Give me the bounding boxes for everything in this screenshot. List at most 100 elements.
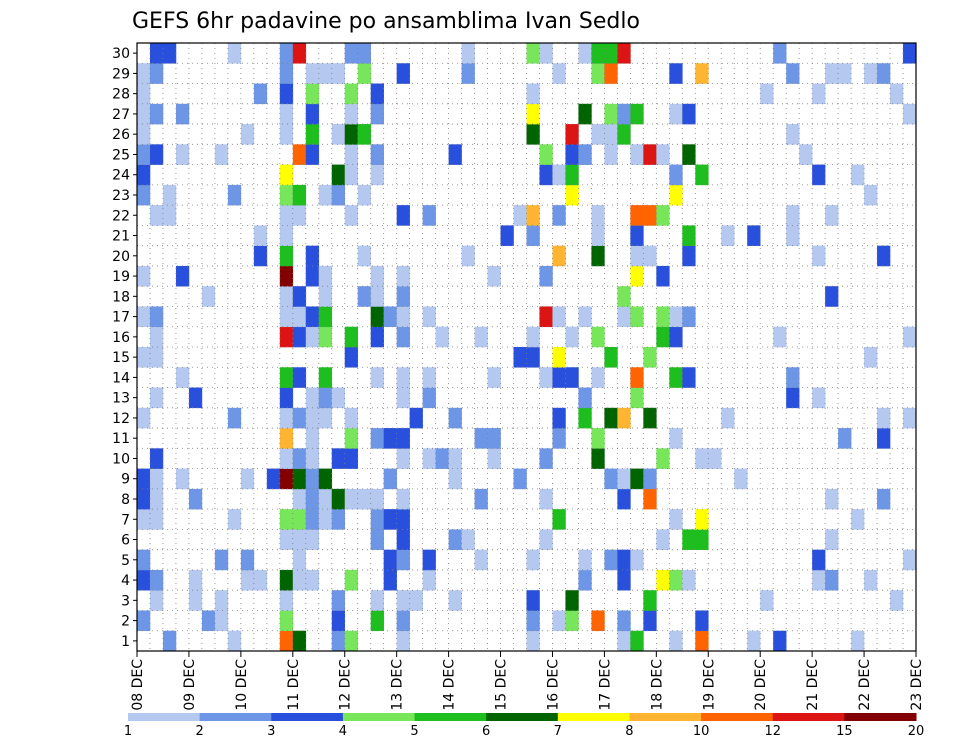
heatmap-cell <box>396 428 410 449</box>
heatmap-cell <box>643 347 657 368</box>
x-tick-label: 12 DEC <box>338 659 354 711</box>
heatmap-cell <box>396 265 410 287</box>
heatmap-cell <box>318 306 333 328</box>
heatmap-cell <box>240 549 255 571</box>
y-tick-label: 18 <box>112 289 130 305</box>
heatmap-cell <box>669 326 683 348</box>
heatmap-cell <box>344 103 359 125</box>
heatmap-cell <box>682 225 696 246</box>
heatmap-cell <box>279 448 294 469</box>
heatmap-cell <box>604 63 618 84</box>
heatmap-cell <box>279 326 294 348</box>
heatmap-cell <box>656 448 670 469</box>
heatmap-cell <box>565 610 579 632</box>
heatmap-cell <box>526 630 540 652</box>
heatmap-cell <box>903 103 917 125</box>
heatmap-cell <box>149 569 164 591</box>
heatmap-cell <box>461 63 475 84</box>
heatmap-cell <box>396 610 410 632</box>
heatmap-cell <box>448 468 462 490</box>
heatmap-cell <box>487 265 501 287</box>
heatmap-cell <box>539 164 553 186</box>
y-tick-label: 20 <box>112 249 130 265</box>
heatmap-cell <box>344 630 359 652</box>
heatmap-cell <box>318 286 333 307</box>
heatmap-cell <box>721 407 735 429</box>
heatmap-cell <box>877 407 891 429</box>
heatmap-cell <box>279 205 294 226</box>
heatmap-cell <box>292 144 307 165</box>
legend-label: 7 <box>554 724 562 739</box>
heatmap-cell <box>669 509 683 530</box>
heatmap-cell <box>565 184 579 206</box>
heatmap-cell <box>630 103 644 125</box>
heatmap-cell <box>357 286 371 307</box>
heatmap-cell <box>318 367 333 388</box>
heatmap-cell <box>552 205 566 226</box>
heatmap-cell <box>695 448 709 469</box>
heatmap-cell <box>137 306 151 328</box>
heatmap-cell <box>409 407 423 429</box>
heatmap-cell <box>812 164 826 186</box>
heatmap-cell <box>162 630 177 652</box>
heatmap-cell <box>435 326 449 348</box>
heatmap-cell <box>864 569 878 591</box>
heatmap-cell <box>461 529 475 550</box>
heatmap-cell <box>331 124 346 145</box>
heatmap-cell <box>149 63 164 84</box>
heatmap-cell <box>137 610 151 632</box>
heatmap-cell <box>396 326 410 348</box>
y-tick-label: 8 <box>121 492 130 508</box>
heatmap-cell <box>669 184 683 206</box>
y-tick-label: 13 <box>112 391 130 407</box>
heatmap-cell <box>279 63 294 84</box>
y-tick-label: 2 <box>121 614 130 630</box>
heatmap-cell <box>318 387 333 409</box>
y-axis-ticks: 1234567891011121314151617181920212223242… <box>112 46 137 650</box>
heatmap-cell <box>578 144 592 165</box>
heatmap-cell <box>643 468 657 490</box>
x-tick-label: 08 DEC <box>130 659 146 711</box>
heatmap-cell <box>331 630 346 652</box>
heatmap-cell <box>292 407 307 429</box>
heatmap-cell <box>422 549 436 571</box>
heatmap-cell <box>578 306 592 328</box>
heatmap-cell <box>292 326 307 348</box>
heatmap-cell <box>422 205 436 226</box>
legend-label: 8 <box>625 724 633 739</box>
heatmap-cell <box>812 83 826 105</box>
heatmap-cell <box>201 286 216 307</box>
heatmap-cell <box>279 103 294 125</box>
heatmap-cell <box>825 205 839 226</box>
y-tick-label: 19 <box>112 269 130 285</box>
heatmap-cell <box>786 225 800 246</box>
y-tick-label: 12 <box>112 411 130 427</box>
heatmap-cell <box>279 529 294 550</box>
heatmap-cell <box>344 326 359 348</box>
heatmap-cell <box>331 164 346 186</box>
legend-swatch <box>557 713 630 721</box>
heatmap-cell <box>344 164 359 186</box>
x-tick-label: 10 DEC <box>234 659 250 711</box>
heatmap-cell <box>565 164 579 186</box>
legend-swatch <box>629 713 702 721</box>
heatmap-cell <box>617 306 631 328</box>
heatmap-cell <box>201 610 216 632</box>
heatmap-cell <box>838 63 852 84</box>
heatmap-cell <box>318 184 333 206</box>
heatmap-cell <box>786 367 800 388</box>
heatmap-cell <box>578 407 592 429</box>
heatmap-cell <box>396 590 410 611</box>
heatmap-cell <box>396 549 410 571</box>
y-tick-label: 27 <box>112 107 130 123</box>
heatmap-cell <box>279 428 294 449</box>
heatmap-cell <box>630 549 644 571</box>
heatmap-cell <box>591 124 605 145</box>
x-tick-label: 22 DEC <box>857 659 873 711</box>
heatmap-cell <box>422 367 436 388</box>
heatmap-cell <box>526 610 540 632</box>
heatmap-cell <box>305 63 320 84</box>
heatmap-cell <box>137 407 151 429</box>
heatmap-cell <box>344 428 359 449</box>
y-tick-label: 4 <box>121 573 130 589</box>
